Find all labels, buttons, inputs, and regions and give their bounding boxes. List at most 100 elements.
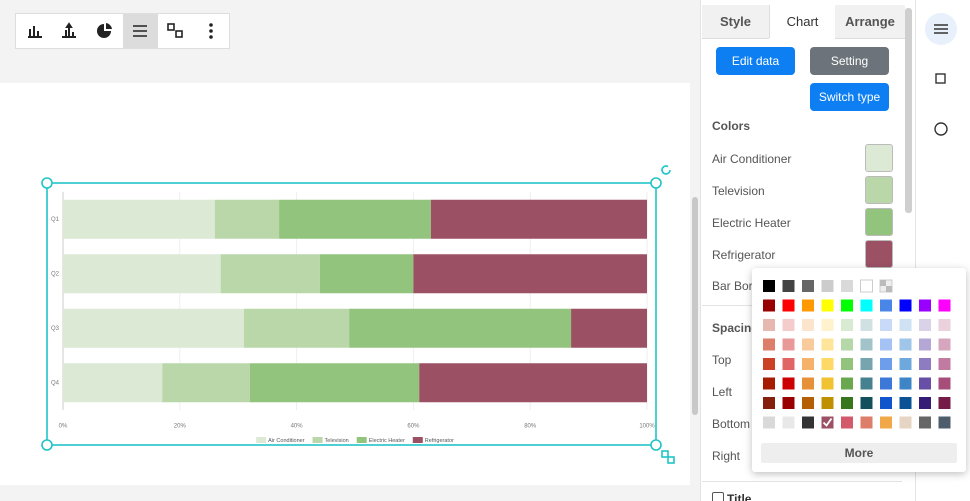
palette-swatch[interactable] <box>763 377 775 390</box>
palette-swatch[interactable] <box>763 416 775 429</box>
palette-swatch[interactable] <box>938 338 951 351</box>
checkbox[interactable] <box>712 492 724 501</box>
color-swatch[interactable] <box>865 144 893 172</box>
palette-swatch[interactable] <box>919 299 931 312</box>
palette-swatch[interactable] <box>841 338 853 351</box>
tab-active[interactable]: Chart <box>769 5 836 38</box>
palette-swatch[interactable] <box>880 338 892 351</box>
palette-swatch[interactable] <box>821 377 834 390</box>
palette-swatch[interactable] <box>763 280 775 292</box>
palette-swatch[interactable] <box>841 377 853 390</box>
edit-data-button[interactable]: Edit data <box>716 47 795 75</box>
palette-swatch[interactable] <box>802 319 814 331</box>
palette-swatch[interactable] <box>860 338 873 351</box>
palette-swatch[interactable] <box>860 377 873 390</box>
palette-swatch[interactable] <box>802 358 814 370</box>
palette-swatch[interactable] <box>821 319 834 331</box>
icon-pie[interactable] <box>97 23 112 38</box>
rotate-handle[interactable] <box>661 165 671 175</box>
icon-bar[interactable] <box>28 26 42 38</box>
palette-swatch[interactable] <box>782 319 795 331</box>
resize-handle[interactable] <box>41 439 53 451</box>
palette-swatch[interactable] <box>841 416 853 429</box>
palette-swatch[interactable] <box>841 299 853 312</box>
palette-swatch[interactable] <box>880 358 892 370</box>
palette-swatch[interactable] <box>821 358 834 370</box>
palette-swatch[interactable] <box>919 358 931 370</box>
palette-swatch[interactable] <box>802 416 814 429</box>
palette-swatch[interactable] <box>782 416 795 429</box>
tab[interactable]: Style <box>702 5 769 39</box>
palette-swatch[interactable] <box>938 319 951 331</box>
palette-swatch[interactable] <box>860 397 873 409</box>
palette-swatch[interactable] <box>821 338 834 351</box>
palette-swatch[interactable] <box>802 299 814 312</box>
color-swatch[interactable] <box>865 240 893 268</box>
setting-button[interactable]: Setting <box>810 47 889 75</box>
more-colors-button[interactable]: More <box>761 443 957 463</box>
palette-swatch[interactable] <box>938 416 951 429</box>
palette-swatch[interactable] <box>763 299 775 312</box>
palette-swatch[interactable] <box>782 358 795 370</box>
rail-help-icon[interactable] <box>934 122 948 136</box>
palette-swatch[interactable] <box>938 397 951 409</box>
palette-swatch[interactable] <box>782 280 795 292</box>
palette-swatch[interactable] <box>938 377 951 390</box>
palette-swatch[interactable] <box>763 397 775 409</box>
palette-swatch[interactable] <box>782 397 795 409</box>
palette-swatch[interactable] <box>899 397 912 409</box>
color-swatch[interactable] <box>865 176 893 204</box>
icon-settings[interactable] <box>133 25 147 37</box>
tab[interactable]: Arrange <box>835 5 905 39</box>
rail-settings-icon[interactable] <box>934 24 948 34</box>
palette-swatch[interactable] <box>841 358 853 370</box>
palette-swatch[interactable] <box>880 299 892 312</box>
palette-swatch[interactable] <box>919 319 931 331</box>
palette-swatch[interactable] <box>821 299 834 312</box>
icon-sort[interactable] <box>62 22 76 38</box>
palette-swatch[interactable] <box>821 416 834 429</box>
palette-swatch[interactable] <box>919 397 931 409</box>
palette-swatch[interactable] <box>763 338 775 351</box>
palette-swatch[interactable] <box>782 338 795 351</box>
palette-swatch[interactable] <box>899 377 912 390</box>
palette-swatch[interactable] <box>841 319 853 331</box>
color-swatch[interactable] <box>865 208 893 236</box>
palette-swatch[interactable] <box>782 377 795 390</box>
palette-swatch[interactable] <box>802 338 814 351</box>
palette-swatch[interactable] <box>899 416 912 429</box>
palette-swatch[interactable] <box>841 397 853 409</box>
palette-swatch[interactable] <box>860 279 873 293</box>
palette-swatch[interactable] <box>821 280 834 292</box>
palette-swatch[interactable] <box>802 377 814 390</box>
icon-layout[interactable] <box>167 23 175 31</box>
palette-swatch[interactable] <box>880 416 892 429</box>
icon-more[interactable] <box>209 23 213 27</box>
palette-swatch[interactable] <box>899 299 912 312</box>
palette-swatch[interactable] <box>919 338 931 351</box>
palette-swatch[interactable] <box>880 397 892 409</box>
resize-handle[interactable] <box>650 177 662 189</box>
palette-swatch[interactable] <box>899 338 912 351</box>
palette-swatch[interactable] <box>802 397 814 409</box>
palette-swatch[interactable] <box>880 319 892 331</box>
palette-swatch[interactable] <box>860 319 873 331</box>
palette-swatch[interactable] <box>880 377 892 390</box>
resize-handle[interactable] <box>41 177 53 189</box>
palette-swatch[interactable] <box>919 416 931 429</box>
palette-swatch[interactable] <box>919 377 931 390</box>
resize-handle[interactable] <box>650 439 662 451</box>
palette-swatch[interactable] <box>938 358 951 370</box>
palette-swatch[interactable] <box>860 299 873 312</box>
palette-swatch[interactable] <box>938 299 951 312</box>
palette-swatch[interactable] <box>899 319 912 331</box>
palette-swatch[interactable] <box>763 358 775 370</box>
palette-swatch[interactable] <box>841 280 853 292</box>
palette-swatch[interactable] <box>821 397 834 409</box>
palette-swatch[interactable] <box>860 416 873 429</box>
palette-swatch[interactable] <box>860 358 873 370</box>
rail-copy-icon[interactable] <box>935 73 946 84</box>
palette-swatch[interactable] <box>899 358 912 370</box>
chart[interactable]: 0% 20% 40% 60% 80% 100% Q1 Q2 Q3 Q4 Air Conditione… <box>51 192 655 444</box>
link-icon[interactable] <box>661 450 669 458</box>
